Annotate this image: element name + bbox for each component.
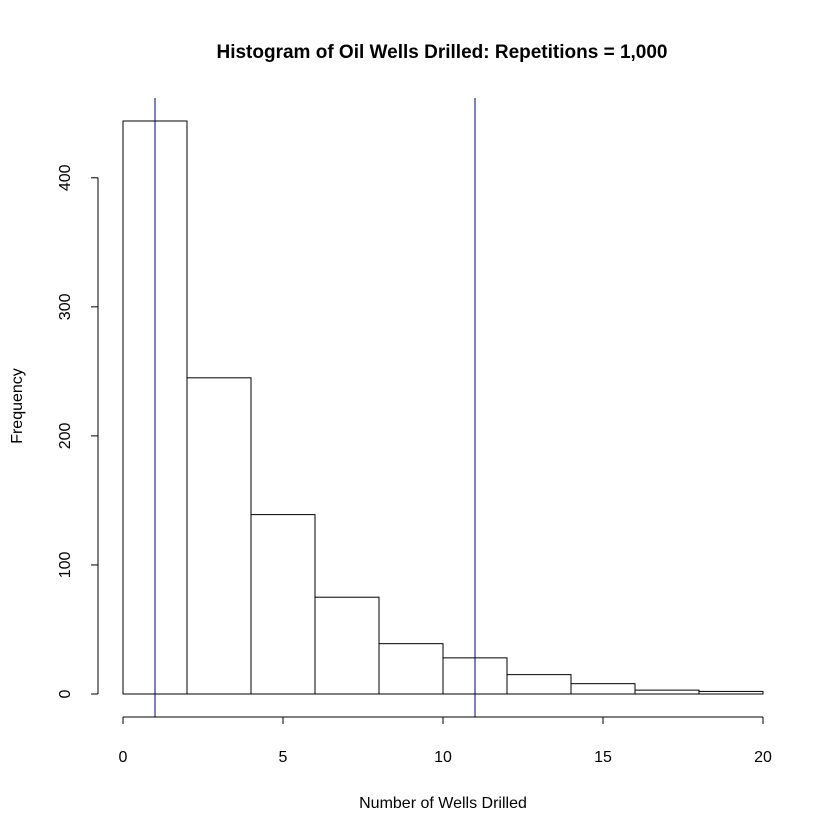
histogram-bar-9 (698, 690, 764, 695)
histogram-bar-3 (314, 596, 380, 695)
x-axis-label: Number of Wells Drilled (359, 795, 527, 812)
histogram-bar-8 (634, 689, 700, 695)
x-tick-label-1: 5 (279, 749, 288, 766)
y-tick-label-0: 0 (57, 689, 74, 698)
histogram-bar-7 (570, 683, 636, 695)
histogram-bar-1 (186, 377, 252, 695)
x-axis: 0 5 10 15 20 (119, 716, 772, 766)
chart-title: Histogram of Oil Wells Drilled: Repetiti… (216, 42, 667, 63)
x-tick-label-2: 10 (434, 749, 452, 766)
y-axis-label: Frequency (9, 368, 26, 444)
bars-group (122, 120, 764, 695)
reference-lines-group (154, 98, 476, 717)
x-tick-label-4: 20 (754, 749, 772, 766)
y-axis: 0 100 200 300 400 (57, 164, 99, 698)
y-tick-label-1: 100 (57, 552, 74, 579)
y-tick-label-4: 400 (57, 164, 74, 191)
x-tick-label-3: 15 (594, 749, 612, 766)
histogram-bar-2 (250, 514, 316, 695)
x-tick-label-0: 0 (119, 749, 128, 766)
y-tick-label-2: 200 (57, 422, 74, 449)
histogram-bar-6 (506, 674, 572, 695)
histogram-bar-4 (378, 643, 444, 695)
y-tick-label-3: 300 (57, 293, 74, 320)
